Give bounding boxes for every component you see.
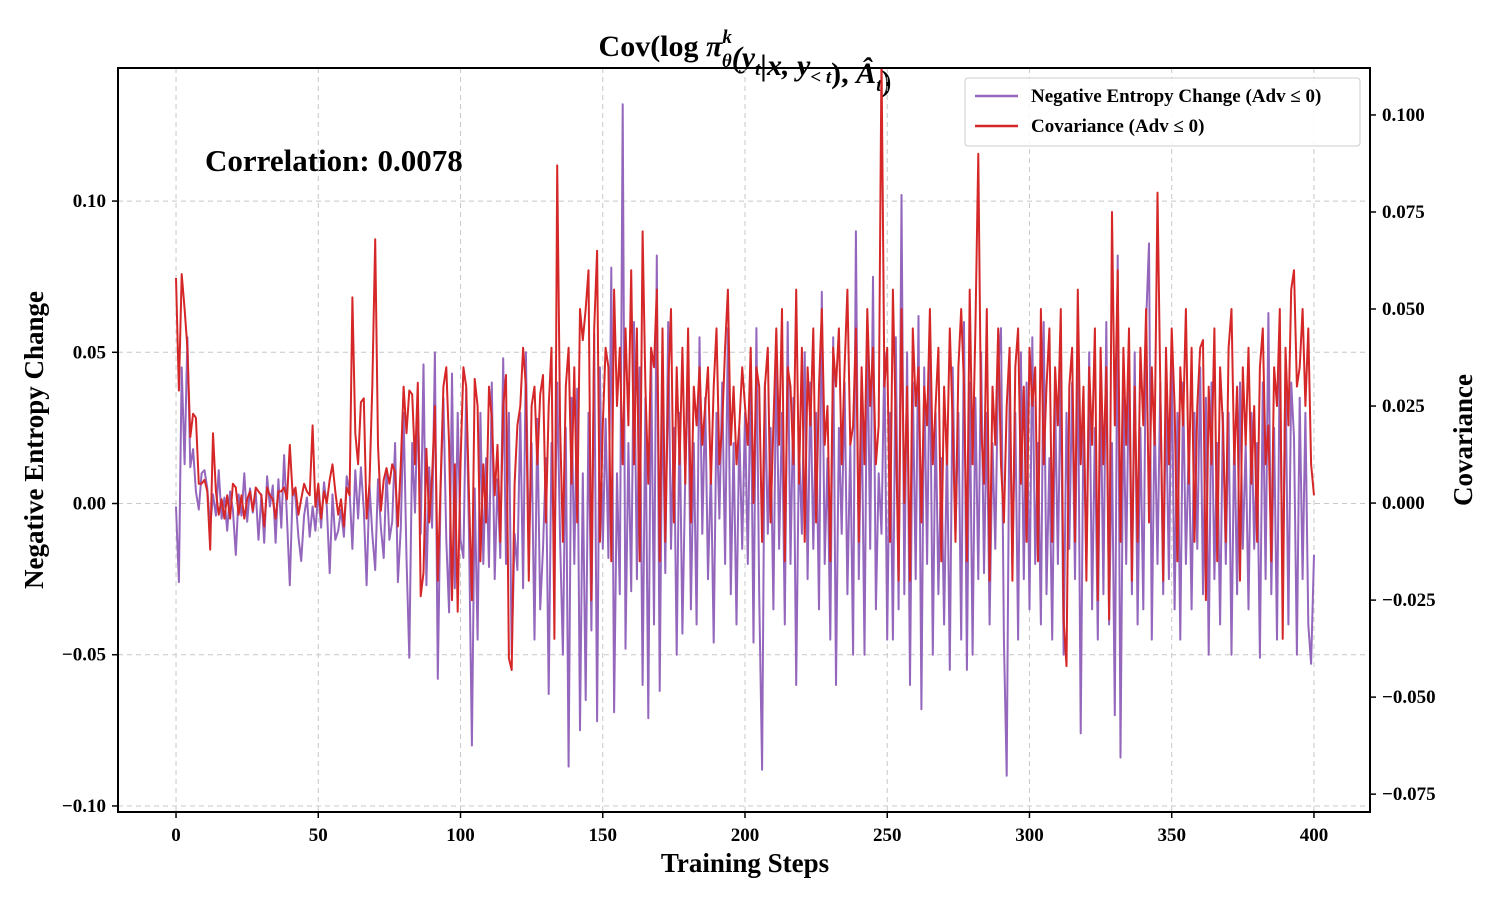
x-tick-label: 50 <box>309 825 328 846</box>
y-axis-left-label: Negative Entropy Change <box>19 291 49 589</box>
y-axis-right: 0.100 0.075 0.050 0.025 0.000 −0.025 −0.050 −0.… <box>1370 105 1436 805</box>
series-covariance <box>175 68 1315 671</box>
title-part: (y <box>732 41 756 74</box>
title-part: Cov(log <box>599 30 707 63</box>
legend: Negative Entropy Change (Adv ≤ 0) Covari… <box>964 77 1361 147</box>
title-part: ), <box>831 57 856 90</box>
x-tick-label: 250 <box>873 825 902 846</box>
chart-title: Cov(log πk θ(yt|x, y< t), Ât) <box>599 27 892 98</box>
y-right-tick-label: −0.025 <box>1382 590 1436 611</box>
title-subscript: t <box>755 59 761 80</box>
y-right-tick-label: 0.000 <box>1382 493 1425 514</box>
title-part: Â <box>854 57 876 90</box>
y-right-tick-label: 0.075 <box>1382 202 1425 223</box>
title-superscript: k <box>722 27 732 48</box>
legend-label-entropy: Negative Entropy Change (Adv ≤ 0) <box>1031 86 1321 107</box>
x-tick-label: 350 <box>1157 825 1186 846</box>
title-subscript: < t <box>810 67 832 88</box>
y-left-tick-label: 0.10 <box>73 191 106 212</box>
y-left-tick-label: −0.10 <box>62 796 106 817</box>
y-left-tick-label: 0.05 <box>73 342 106 363</box>
series-line <box>175 68 1315 671</box>
legend-label-covariance: Covariance (Adv ≤ 0) <box>1031 116 1205 137</box>
x-tick-label: 100 <box>446 825 475 846</box>
title-part: |x, y <box>760 49 811 82</box>
y-left-tick-label: −0.05 <box>62 645 106 666</box>
x-tick-label: 300 <box>1015 825 1044 846</box>
plot-frame <box>117 67 1371 813</box>
y-axis-right-label: Covariance <box>1448 374 1478 506</box>
y-right-tick-label: −0.075 <box>1382 784 1436 805</box>
legend-box <box>964 77 1361 147</box>
x-tick-label: 400 <box>1300 825 1329 846</box>
title-part: π <box>706 30 723 63</box>
title-subscript: θ <box>722 51 732 72</box>
x-axis-label: Training Steps <box>661 848 829 878</box>
y-right-tick-label: 0.050 <box>1382 299 1425 320</box>
y-axis-left: 0.10 0.05 0.00 −0.05 −0.10 <box>62 191 118 817</box>
x-tick-label: 0 <box>171 825 181 846</box>
y-right-tick-label: −0.050 <box>1382 687 1436 708</box>
title-subscript: t <box>876 75 882 96</box>
x-tick-label: 200 <box>731 825 760 846</box>
x-tick-label: 150 <box>589 825 618 846</box>
y-right-tick-label: 0.100 <box>1382 105 1425 126</box>
y-left-tick-label: 0.00 <box>73 494 106 515</box>
y-right-tick-label: 0.025 <box>1382 396 1425 417</box>
correlation-annotation: Correlation: 0.0078 <box>205 143 463 178</box>
series-lines <box>175 68 1315 777</box>
x-axis: 0 50 100 150 200 250 300 350 400 <box>171 812 1328 846</box>
title-part: ) <box>881 65 891 98</box>
